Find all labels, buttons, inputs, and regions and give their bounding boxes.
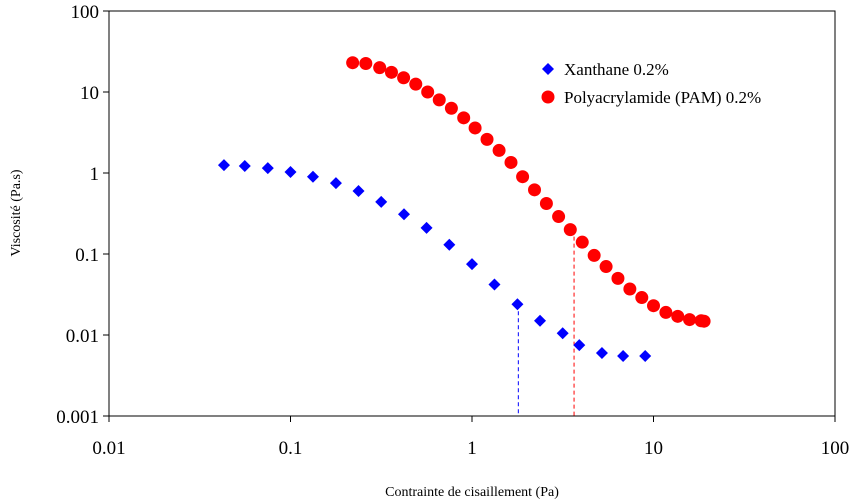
- legend-label-xanthane: Xanthane 0.2%: [564, 60, 669, 79]
- data-point-circle: [623, 282, 637, 296]
- data-point-circle: [468, 121, 482, 135]
- data-point-diamond: [217, 159, 230, 172]
- legend-marker-pam: [541, 90, 555, 104]
- tick-labels: 0.01 0.1 1 10 100 0.001 0.01 0.1 1 10 100: [56, 2, 849, 459]
- legend: Xanthane 0.2% Polyacrylamide (PAM) 0.2%: [541, 60, 761, 107]
- data-point-diamond: [639, 350, 652, 363]
- data-point-diamond: [595, 346, 608, 359]
- data-point-diamond: [511, 298, 524, 311]
- data-point-circle: [444, 101, 458, 115]
- data-point-circle: [659, 305, 673, 319]
- data-point-diamond: [420, 221, 433, 234]
- data-point-circle: [409, 77, 423, 91]
- x-axis-title: Contrainte de cisaillement (Pa): [385, 485, 559, 500]
- axes: [103, 10, 836, 422]
- data-point-circle: [552, 210, 566, 224]
- plot-frame: [108, 10, 836, 417]
- data-point-circle: [611, 271, 625, 285]
- y-tick-label: 0.001: [56, 407, 99, 428]
- y-axis-title: Viscosité (Pa.s): [9, 169, 24, 256]
- y-tick-label: 0.01: [66, 326, 99, 347]
- data-point-circle: [504, 155, 518, 169]
- data-point-diamond: [534, 314, 547, 327]
- legend-label-pam: Polyacrylamide (PAM) 0.2%: [564, 88, 761, 107]
- x-tick-label: 100: [821, 438, 850, 459]
- legend-marker-xanthane: [542, 63, 554, 75]
- data-point-circle: [457, 111, 471, 125]
- data-point-circle: [563, 223, 577, 237]
- data-point-diamond: [397, 208, 410, 221]
- data-point-diamond: [329, 177, 342, 190]
- data-point-circle: [635, 291, 649, 305]
- data-point-circle: [359, 56, 373, 70]
- data-point-diamond: [238, 160, 251, 173]
- data-point-diamond: [573, 339, 586, 352]
- y-tick-label: 1: [90, 164, 100, 185]
- x-tick-label: 0.01: [92, 438, 125, 459]
- data-point-diamond: [443, 238, 456, 251]
- data-point-circle: [346, 56, 360, 70]
- x-tick-label: 0.1: [279, 438, 303, 459]
- data-point-circle: [528, 183, 542, 197]
- data-point-circle: [671, 309, 685, 323]
- data-point-circle: [599, 260, 613, 274]
- y-tick-label: 100: [71, 2, 100, 23]
- data-point-circle: [516, 170, 530, 184]
- data-point-circle: [480, 132, 494, 146]
- data-point-circle: [384, 65, 398, 79]
- data-point-diamond: [488, 278, 501, 291]
- data-point-circle: [575, 235, 589, 249]
- data-point-diamond: [375, 195, 388, 208]
- annotations: [517, 229, 575, 416]
- x-tick-label: 10: [644, 438, 663, 459]
- data-point-circle: [539, 197, 553, 211]
- data-point-circle: [492, 143, 506, 157]
- x-tick-label: 1: [467, 438, 477, 459]
- data-point-diamond: [617, 350, 630, 363]
- data-series: [217, 56, 711, 363]
- data-point-circle: [373, 61, 387, 75]
- y-tick-label: 0.1: [75, 245, 99, 266]
- data-point-diamond: [352, 184, 365, 197]
- data-point-circle: [397, 71, 411, 85]
- data-point-circle: [421, 85, 435, 99]
- data-point-circle: [432, 93, 446, 107]
- data-point-circle: [647, 299, 660, 313]
- y-tick-label: 10: [80, 83, 99, 104]
- data-point-diamond: [284, 165, 297, 178]
- data-point-diamond: [306, 170, 319, 183]
- data-point-diamond: [261, 162, 274, 175]
- data-point-diamond: [466, 258, 478, 271]
- data-point-circle: [587, 248, 601, 262]
- data-point-circle: [697, 314, 711, 328]
- data-point-diamond: [556, 327, 569, 340]
- data-point-circle: [683, 313, 697, 327]
- series-2: [346, 56, 711, 328]
- series-1: [217, 159, 652, 363]
